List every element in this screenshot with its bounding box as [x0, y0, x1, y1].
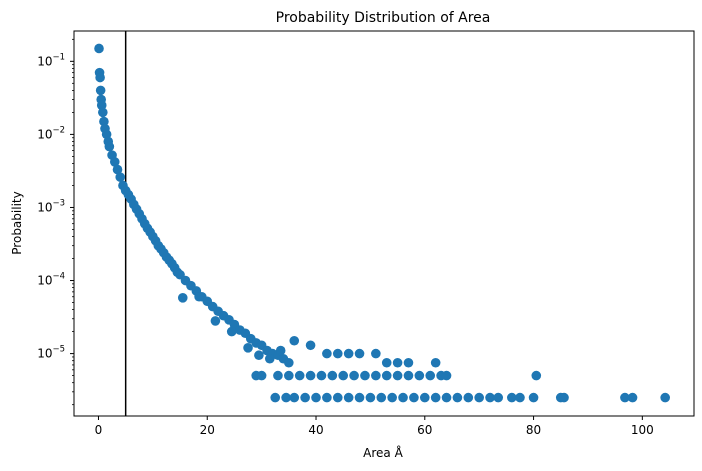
data-point [210, 316, 221, 326]
x-tick-label: 100 [631, 423, 654, 437]
data-point [104, 141, 115, 152]
data-point [493, 392, 504, 403]
data-point [392, 357, 403, 368]
data-point [256, 370, 267, 381]
data-point [327, 370, 338, 381]
data-point [360, 370, 370, 381]
data-point [316, 370, 327, 381]
data-point [403, 370, 414, 381]
data-point [528, 392, 539, 403]
data-point [398, 392, 408, 403]
data-point [515, 392, 525, 403]
data-point [349, 370, 359, 381]
data-point [254, 350, 264, 361]
data-point [531, 370, 542, 381]
data-point [392, 370, 403, 381]
data-point [311, 392, 321, 403]
data-point [419, 392, 430, 403]
data-point [365, 392, 376, 403]
x-axis-label: Area Å [363, 445, 403, 460]
data-point [275, 345, 286, 356]
data-point [300, 392, 310, 403]
data-points-group [94, 43, 670, 403]
x-tick-label: 0 [95, 423, 103, 437]
data-point [177, 293, 188, 303]
y-tick-label: 10−4 [37, 272, 65, 288]
data-point [627, 392, 638, 403]
data-point [409, 392, 419, 403]
data-point [95, 72, 105, 83]
data-point [305, 340, 316, 351]
data-point [284, 370, 294, 381]
x-axis-ticks: 0 20 40 60 80 100 [95, 416, 654, 437]
data-point [322, 348, 332, 359]
data-point [403, 357, 414, 368]
x-tick-label: 40 [308, 423, 323, 437]
y-tick-label: 10−2 [37, 125, 65, 141]
data-point [284, 357, 294, 368]
y-tick-label: 10−1 [37, 52, 65, 68]
data-point [620, 392, 630, 403]
data-point [289, 335, 300, 346]
data-point [96, 100, 107, 111]
data-point [371, 370, 381, 381]
data-point [354, 392, 365, 403]
data-point [281, 392, 291, 403]
data-point [381, 370, 392, 381]
data-point [270, 392, 281, 403]
data-point [371, 348, 381, 359]
data-point [332, 348, 343, 359]
data-point [474, 392, 484, 403]
data-point [343, 348, 354, 359]
data-point [660, 392, 670, 403]
data-point [305, 370, 316, 381]
data-point [115, 172, 126, 182]
data-point [98, 107, 108, 118]
data-point [425, 370, 436, 381]
data-point [332, 392, 343, 403]
data-point [294, 370, 305, 381]
data-point [194, 291, 204, 302]
data-point [273, 370, 283, 381]
data-point [430, 392, 441, 403]
data-point [559, 392, 569, 403]
chart-title: Probability Distribution of Area [276, 10, 491, 26]
data-point [507, 392, 517, 403]
data-point [289, 392, 300, 403]
data-point [441, 370, 452, 381]
x-tick-label: 20 [200, 423, 215, 437]
data-point [463, 392, 474, 403]
plot-area [73, 30, 695, 417]
y-tick-label: 10−3 [37, 198, 65, 214]
data-point [94, 43, 104, 54]
data-point [485, 392, 495, 403]
data-point [243, 343, 253, 353]
data-point [264, 353, 275, 364]
data-point [387, 392, 397, 403]
data-point [381, 357, 392, 368]
data-point [343, 392, 354, 403]
x-tick-label: 60 [417, 423, 432, 437]
data-point [354, 348, 365, 359]
data-point [338, 370, 349, 381]
x-tick-label: 80 [526, 423, 541, 437]
data-point [430, 357, 441, 368]
data-point [322, 392, 332, 403]
data-point [109, 157, 120, 167]
data-point [95, 85, 106, 96]
data-point [99, 116, 109, 127]
data-point [376, 392, 387, 403]
data-point [441, 392, 452, 403]
data-point [414, 370, 425, 381]
data-point [226, 326, 237, 337]
y-axis-label: Probability [10, 191, 24, 254]
data-point [112, 164, 123, 175]
plot-frame [73, 30, 695, 417]
y-tick-label: 10−5 [37, 345, 65, 361]
data-point [452, 392, 463, 403]
y-axis-ticks: 10−1 10−2 10−3 10−4 10−5 [37, 38, 74, 406]
